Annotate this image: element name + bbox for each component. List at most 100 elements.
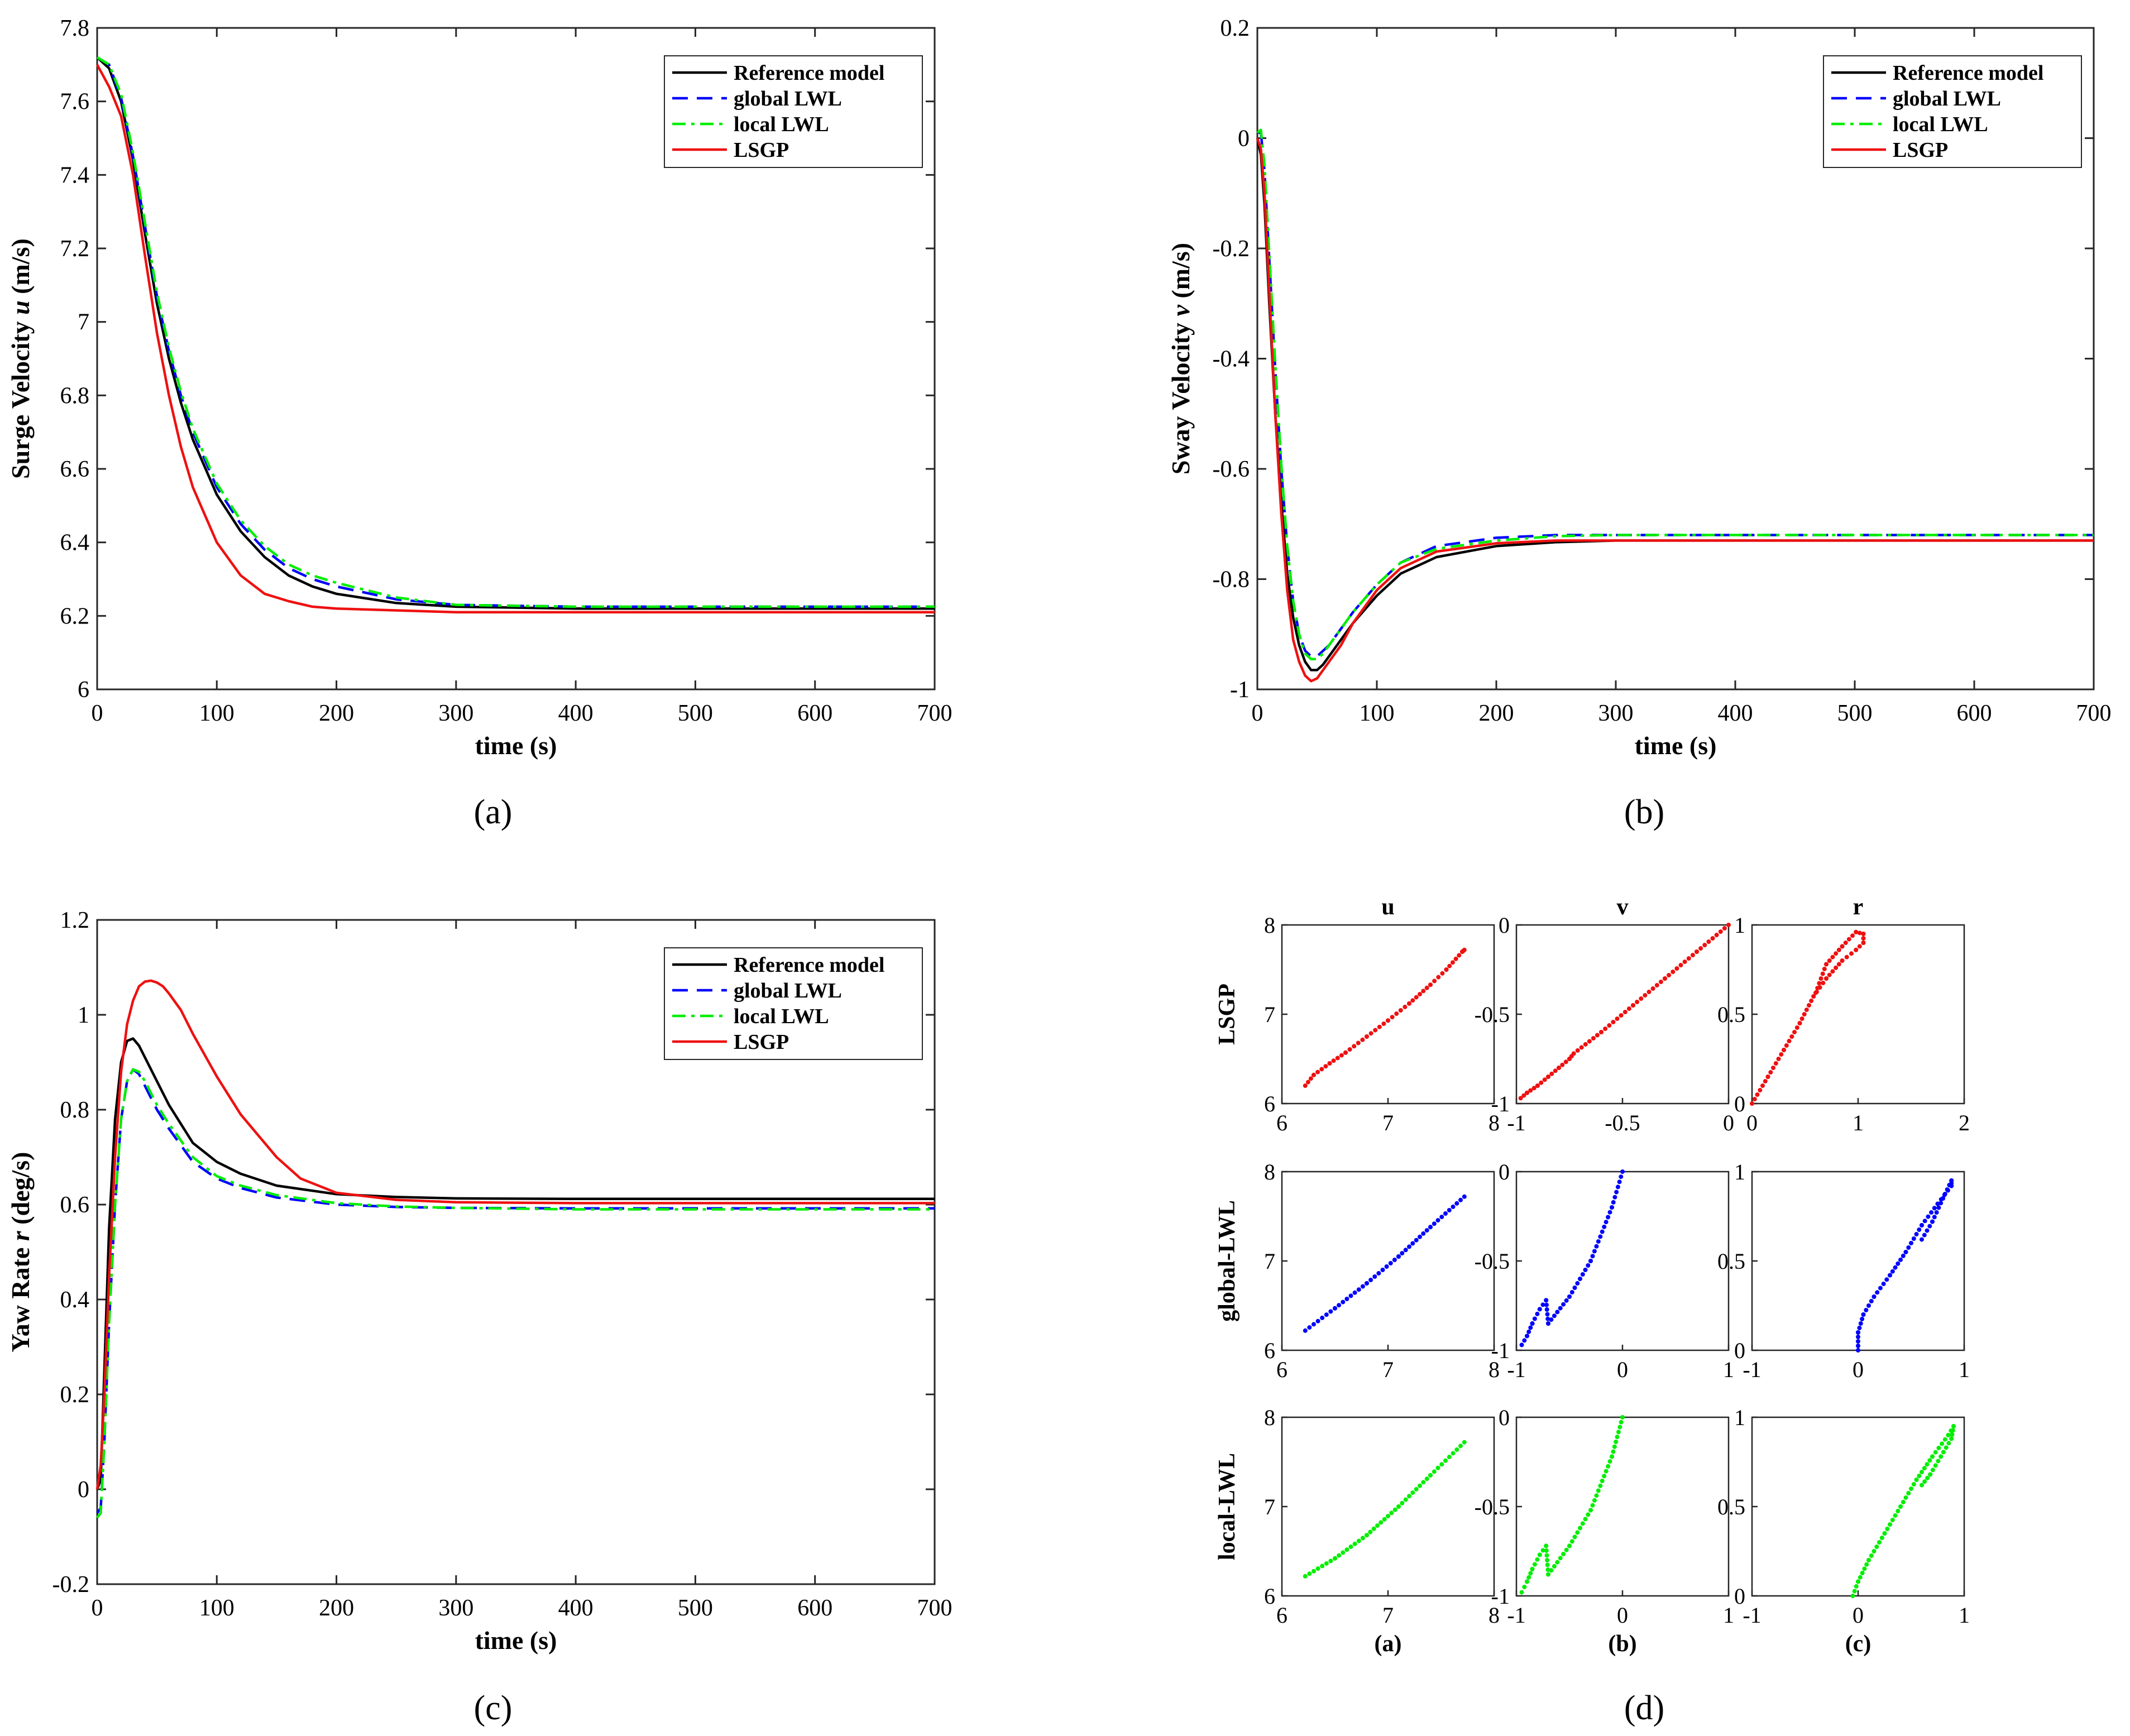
subplot-area [1751, 1416, 1965, 1597]
data-point [1454, 1447, 1459, 1452]
data-point [1787, 1039, 1792, 1043]
data-point [1320, 1564, 1325, 1569]
data-point [1535, 1083, 1540, 1088]
y-axis-label: Sway Velocity v (m/s) [1166, 243, 1195, 474]
data-point [1901, 1500, 1906, 1504]
data-point [1343, 1050, 1348, 1055]
y-tick-label: 1 [1734, 913, 1745, 938]
data-point [1555, 1560, 1560, 1565]
y-tick-label: 0 [1734, 1091, 1745, 1116]
data-point [1917, 1474, 1922, 1479]
data-point [1380, 1268, 1385, 1272]
data-point [1558, 1306, 1563, 1311]
data-point [1377, 1024, 1382, 1029]
data-point [1843, 941, 1848, 945]
data-point [1903, 1250, 1908, 1254]
data-point [1807, 1003, 1811, 1008]
y-tick-label: -0.6 [1213, 457, 1250, 482]
data-point [1563, 1059, 1568, 1064]
data-point [1356, 1538, 1361, 1543]
data-point [1600, 1229, 1605, 1234]
data-point [1890, 1518, 1895, 1522]
data-point [1612, 1195, 1617, 1200]
data-point [1407, 1494, 1411, 1499]
data-point [1856, 1335, 1860, 1339]
data-point [1844, 955, 1849, 960]
legend-label: Reference model [734, 953, 884, 977]
data-point [1722, 926, 1727, 931]
data-point [1927, 1224, 1932, 1229]
x-tick-label: 6 [1276, 1603, 1287, 1628]
data-point [1595, 1033, 1600, 1038]
data-point [1424, 985, 1429, 990]
data-point [1804, 1008, 1809, 1012]
x-tick-label: 1 [1723, 1603, 1734, 1628]
data-point [1850, 933, 1855, 938]
subplot-cell: -1 0 1 -1 -0.5 0 [1475, 1405, 1734, 1628]
subplot-cell: -1 -0.5 0 -1 -0.5 0 [1475, 913, 1734, 1135]
data-point [1532, 1562, 1537, 1567]
data-point [1615, 1435, 1620, 1440]
data-point [1307, 1325, 1312, 1330]
data-point [1598, 1234, 1603, 1239]
data-point [1428, 1473, 1433, 1478]
data-point [1765, 1075, 1770, 1079]
x-tick-label: -1 [1507, 1357, 1525, 1382]
data-point [1612, 1444, 1617, 1449]
panel-label: (d) [1624, 1689, 1664, 1727]
data-point [1643, 993, 1648, 998]
y-tick-label: 0 [1499, 1405, 1510, 1430]
y-tick-label: 6.6 [60, 457, 90, 482]
data-point [1328, 1309, 1333, 1314]
y-tick-label: 7 [1264, 1002, 1275, 1027]
data-point [1462, 947, 1467, 952]
y-tick-label: -0.5 [1475, 1249, 1510, 1274]
data-point [1946, 1441, 1951, 1446]
data-point [1315, 1318, 1320, 1323]
data-point [1549, 1317, 1554, 1322]
data-point [1858, 1575, 1863, 1580]
subplot-cell: 0 1 2 0 0.5 1 [1717, 913, 1970, 1135]
data-point [1540, 1302, 1545, 1307]
data-point [1552, 1564, 1557, 1569]
data-point [1352, 1044, 1357, 1049]
data-point [1588, 1259, 1593, 1263]
data-point [1836, 962, 1841, 967]
legend-label: Reference model [734, 61, 884, 85]
column-label: (c) [1845, 1631, 1871, 1657]
data-point [1545, 1562, 1550, 1567]
data-point [1888, 1522, 1892, 1527]
data-point [1610, 1205, 1614, 1210]
y-tick-label: 8 [1264, 1405, 1275, 1430]
data-point [1815, 986, 1820, 991]
y-tick-label: 1.2 [60, 908, 90, 933]
data-point [1594, 1244, 1599, 1249]
data-point [1578, 1526, 1582, 1531]
x-tick-label: 6 [1276, 1357, 1287, 1382]
data-point [1540, 1548, 1545, 1553]
x-tick-label: 6 [1276, 1110, 1287, 1135]
data-point [1458, 1444, 1463, 1449]
y-tick-label: -0.2 [52, 1572, 90, 1598]
data-point [1631, 1003, 1635, 1008]
x-tick-label: 2 [1959, 1110, 1970, 1135]
data-point [1347, 1047, 1352, 1052]
data-point [1926, 1214, 1931, 1219]
data-point [1544, 1298, 1549, 1303]
data-point [1341, 1550, 1346, 1555]
y-tick-label: 0 [1734, 1584, 1745, 1609]
data-point [1896, 1509, 1901, 1513]
data-point [1596, 1488, 1601, 1493]
column-label: (b) [1608, 1631, 1636, 1657]
data-point [1611, 1200, 1616, 1205]
data-point [1368, 1278, 1373, 1282]
data-point [1414, 1486, 1419, 1492]
data-point [1862, 1566, 1867, 1571]
y-tick-label: -0.5 [1475, 1494, 1510, 1519]
y-tick-label: 1 [1734, 1159, 1745, 1184]
data-point [1537, 1552, 1542, 1557]
y-tick-label: 7.8 [60, 16, 90, 41]
data-point [1930, 1454, 1935, 1459]
